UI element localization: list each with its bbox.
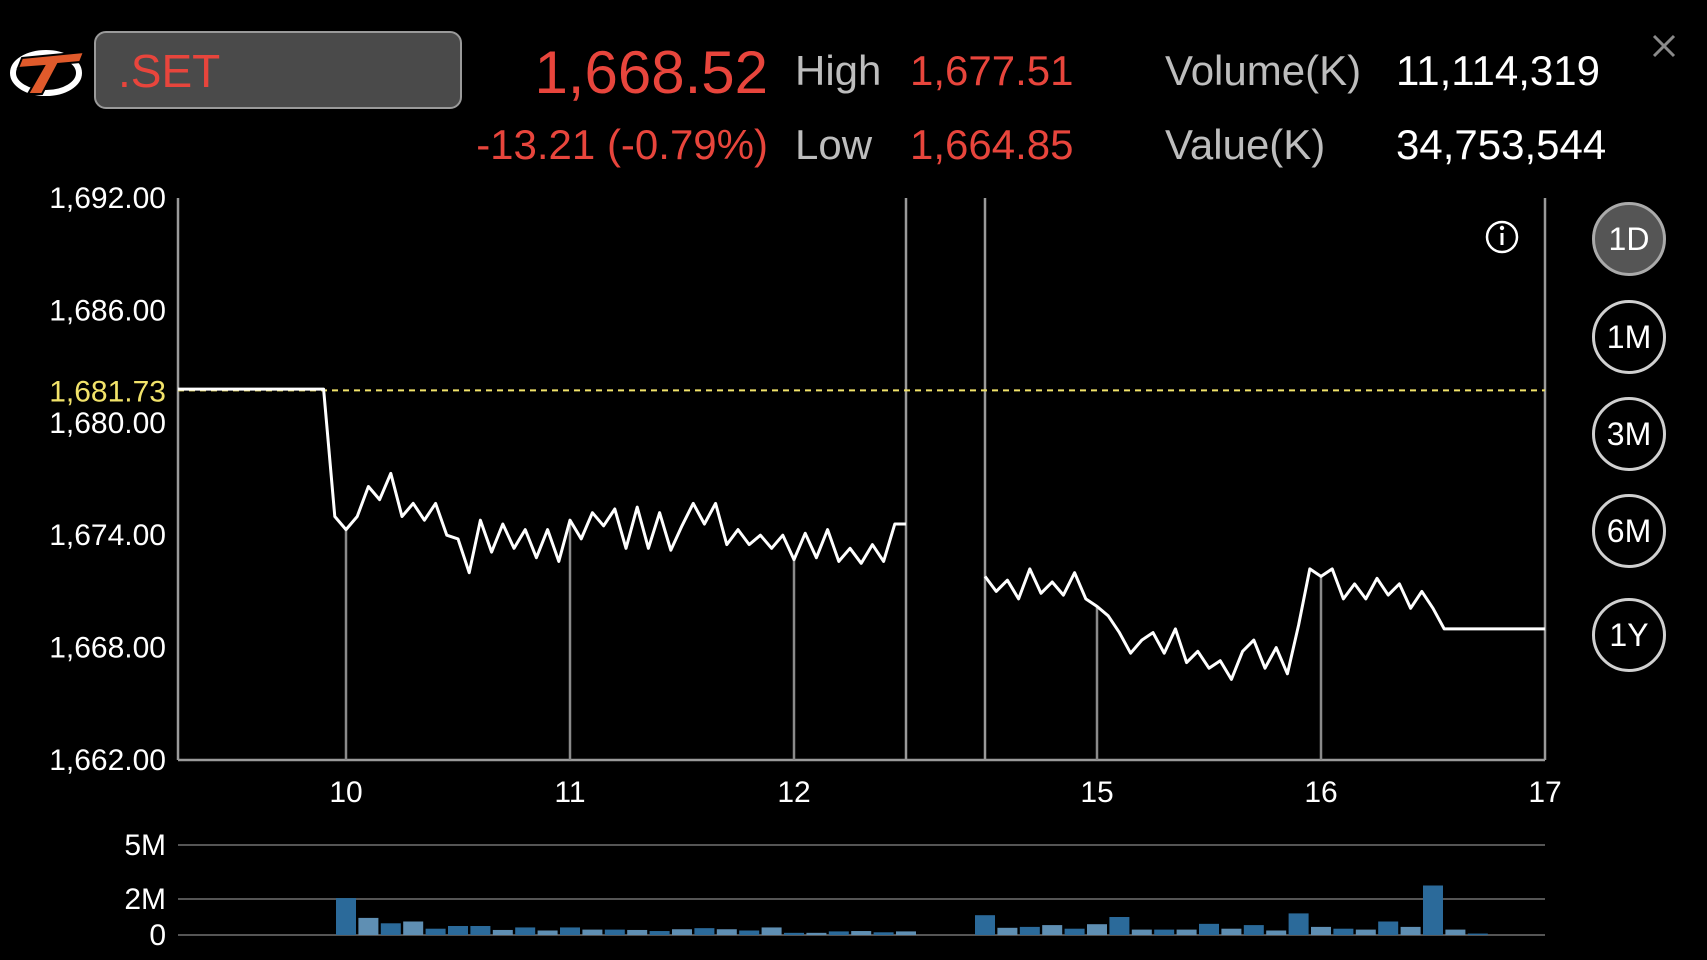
volume-bar [1064,928,1085,935]
volume-bar [1266,930,1287,935]
volume-bar [1109,917,1130,935]
period-button-1d[interactable]: 1D [1592,202,1666,276]
volume-bar [470,926,491,935]
y-tick-label: 1,668.00 [49,632,166,665]
volume-bar [1311,926,1331,935]
period-button-6m[interactable]: 6M [1592,494,1666,568]
x-tick-label: 10 [329,776,362,809]
volume-bar [873,932,894,935]
price-change: -13.21 (-0.79%) [476,121,768,168]
volume-bar [1445,929,1466,935]
volume-bar [739,930,760,935]
volume-tick-label: 5M [124,829,166,862]
volume-bar [358,917,379,935]
volume-bar [425,928,446,935]
low-label: Low [795,121,873,168]
volume-bar [672,929,692,935]
volume-bar [896,931,916,935]
x-tick-label: 15 [1080,776,1113,809]
volume-bar [761,927,782,935]
volume-value: 11,114,319 [1396,47,1600,94]
volume-bar [380,923,401,935]
period-button-1y[interactable]: 1Y [1592,598,1666,672]
volume-bar [1243,925,1264,935]
y-tick-label: 1,680.00 [49,407,166,440]
volume-bar [1378,921,1399,935]
volume-bar [1087,924,1107,935]
volume-label: Volume(K) [1165,47,1362,94]
x-tick-label: 12 [777,776,810,809]
volume-bar [582,929,603,935]
period-button-1m[interactable]: 1M [1592,300,1666,374]
reference-label: 1,681.73 [49,375,166,408]
symbol-search-field[interactable]: .SET [94,31,462,109]
y-tick-label: 1,686.00 [49,294,166,327]
symbol-text: .SET [118,45,221,97]
low-value: 1,664.85 [910,121,1074,168]
volume-bar [1355,929,1376,935]
logo-icon [8,40,88,100]
volume-bar [1176,929,1197,935]
high-value: 1,677.51 [910,47,1074,94]
volume-bar [649,931,670,935]
volume-bar [1467,933,1488,935]
y-tick-label: 1,692.00 [49,182,166,215]
volume-bar [784,932,804,935]
volume-bar [1288,913,1309,935]
volume-bar [537,930,558,935]
volume-bar [1333,928,1354,935]
volume-bar [1199,923,1219,935]
volume-bar [1154,929,1175,935]
volume-bar [515,927,536,935]
close-icon[interactable] [1644,26,1684,66]
volume-bar [1019,926,1040,935]
info-icon-ring [1485,220,1519,254]
info-icon-dot [1499,225,1505,231]
value-label: Value(K) [1165,121,1326,168]
volume-bar [560,927,580,935]
volume-bar [448,926,468,935]
y-tick-label: 1,662.00 [49,744,166,777]
info-icon[interactable] [1485,220,1519,254]
price-line-session-1 [178,387,906,575]
volume-tick-label: 2M [124,883,166,916]
x-tick-label: 16 [1304,776,1337,809]
volume-bar [492,929,513,935]
high-label: High [795,47,882,94]
volume-bar [694,928,715,935]
last-price: 1,668.52 [534,39,768,106]
volume-tick-label: 0 [149,919,166,952]
volume-bar [336,898,356,935]
x-tick-label: 17 [1528,776,1561,809]
volume-bar [1423,885,1443,935]
volume-bar [806,932,827,935]
volume-bar [604,929,625,935]
volume-bar [1400,926,1421,935]
period-button-3m[interactable]: 3M [1592,397,1666,471]
volume-bar [403,921,424,935]
x-tick-label: 11 [554,776,585,809]
info-icon-stem [1500,233,1504,245]
volume-bar [828,931,849,935]
volume-bar [975,915,995,935]
volume-bar [1131,929,1152,935]
volume-bar [851,931,872,935]
value-value: 34,753,544 [1396,121,1607,168]
volume-bar [997,927,1018,935]
volume-bar [716,929,737,935]
volume-bar [1042,925,1063,935]
y-tick-label: 1,674.00 [49,519,166,552]
volume-bar [1221,928,1242,935]
volume-bar [627,929,648,935]
price-line-session-2 [983,567,1545,681]
